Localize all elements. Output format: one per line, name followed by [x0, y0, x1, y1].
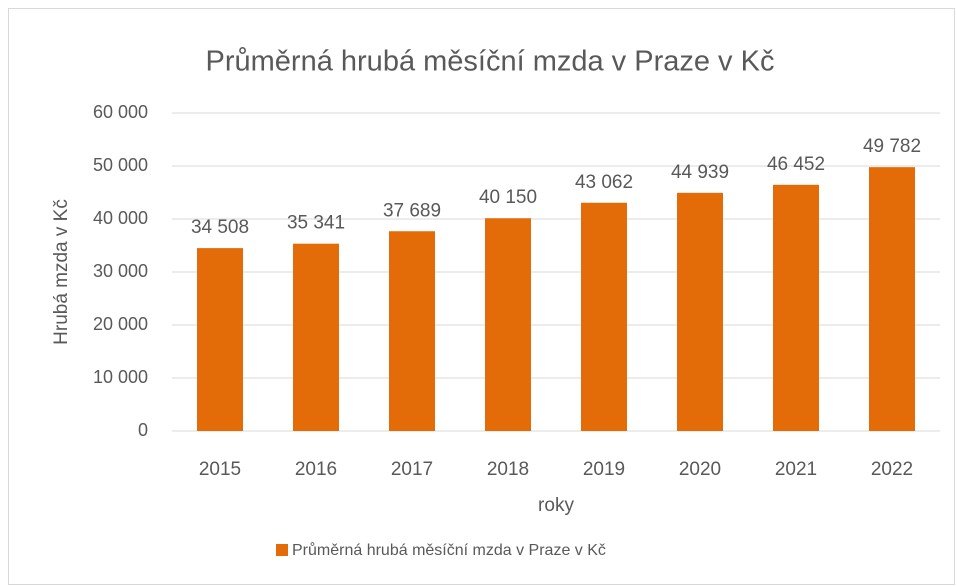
data-label: 46 452	[767, 154, 825, 175]
bar	[869, 167, 915, 431]
x-axis-label: roky	[538, 495, 574, 516]
y-tick-label: 20 000	[93, 314, 148, 334]
y-axis-label: Hrubá mzda v Kč	[51, 199, 72, 345]
x-tick-label: 2022	[871, 459, 913, 480]
data-label: 37 689	[383, 200, 441, 221]
data-label: 43 062	[575, 172, 633, 193]
bar	[293, 243, 339, 431]
y-tick-label: 60 000	[93, 102, 148, 122]
data-label: 49 782	[863, 136, 921, 157]
x-tick-label: 2018	[487, 459, 529, 480]
bar	[581, 202, 627, 431]
x-tick-label: 2021	[775, 459, 817, 480]
x-tick-label: 2015	[199, 459, 241, 480]
y-tick-label: 0	[138, 420, 148, 440]
y-tick-label: 50 000	[93, 155, 148, 175]
chart-title: Průměrná hrubá měsíční mzda v Praze v Kč	[206, 46, 775, 78]
y-tick-label: 30 000	[93, 261, 148, 281]
bar	[485, 218, 531, 431]
y-tick-label: 10 000	[93, 367, 148, 387]
data-label: 44 939	[671, 162, 729, 183]
bar	[677, 192, 723, 431]
x-tick-label: 2016	[295, 459, 337, 480]
x-tick-label: 2020	[679, 459, 721, 480]
legend-label: Průměrná hrubá měsíční mzda v Praze v Kč	[292, 541, 606, 559]
bar	[773, 184, 819, 431]
x-tick-label: 2019	[583, 459, 625, 480]
x-tick-label: 2017	[391, 459, 433, 480]
data-label: 40 150	[479, 187, 537, 208]
data-label: 35 341	[287, 213, 345, 234]
bar	[389, 231, 435, 431]
y-tick-label: 40 000	[93, 208, 148, 228]
legend-swatch	[276, 544, 288, 556]
data-label: 34 508	[191, 217, 249, 238]
bar	[197, 248, 243, 431]
